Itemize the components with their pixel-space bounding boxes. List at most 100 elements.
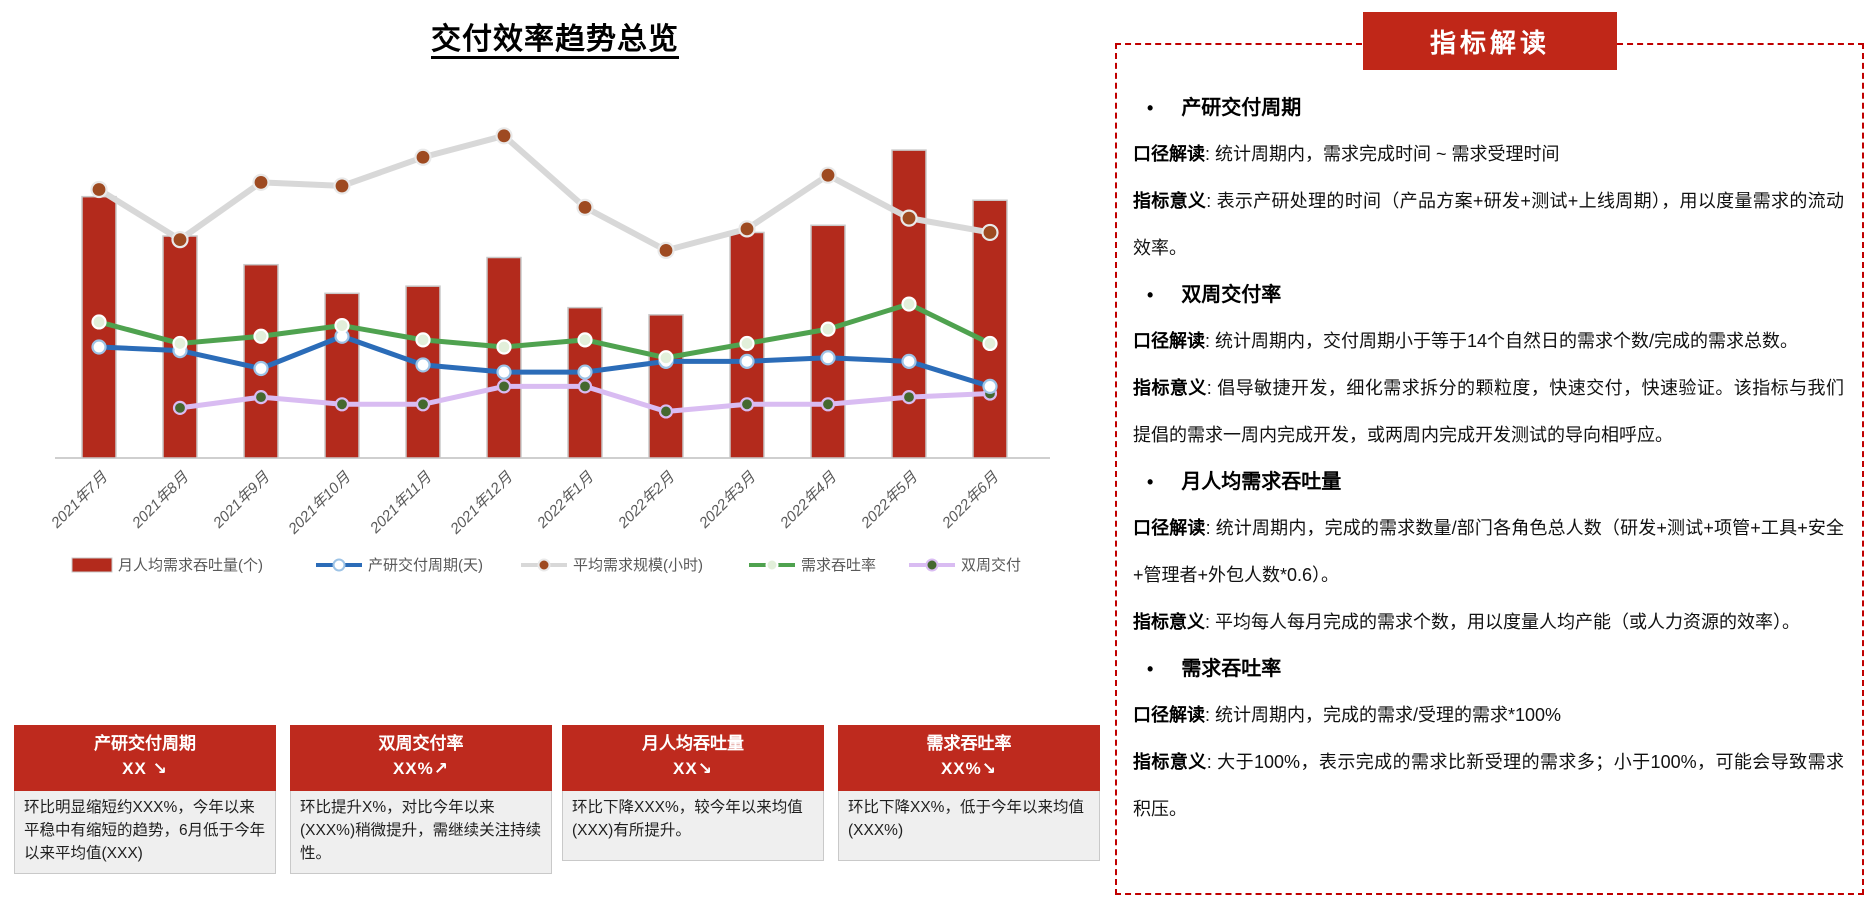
data-point-marker	[900, 209, 918, 227]
bar	[486, 256, 522, 459]
data-point-marker	[414, 148, 432, 166]
definition-label: 指标意义	[1133, 752, 1207, 772]
data-point-marker	[577, 332, 593, 348]
definition-label: 指标意义	[1133, 378, 1207, 398]
definition-label: 口径解读	[1133, 518, 1206, 538]
chart-legend: 月人均需求吞吐量(个) 产研交付周期(天) 平均需求规模(小时) 需求吞吐率 双周交付	[71, 556, 1021, 574]
definition-meaning: 指标意义: 倡导敏捷开发，细化需求拆分的颗粒度，快速交付，快速验证。该指标与我们…	[1133, 365, 1844, 459]
data-point-marker	[901, 390, 917, 405]
data-point-marker	[658, 404, 674, 419]
x-axis-label: 2022年3月	[695, 468, 759, 532]
kpi-card-value: XX ↘	[122, 759, 168, 778]
data-point-marker	[333, 177, 351, 195]
section-heading: 产研交付周期	[1181, 97, 1302, 119]
definition-text: : 平均每人每月完成的需求个数，用以度量人均产能（或人力资源的效率）。	[1205, 612, 1800, 632]
definition-label: 口径解读	[1133, 705, 1205, 725]
data-point-marker	[981, 223, 999, 242]
data-point-marker	[658, 350, 674, 366]
kpi-card-description: 环比下降XX%，低于今年以来均值(XXX%)	[838, 791, 1100, 861]
data-point-marker	[738, 220, 756, 238]
definition-meaning: 指标意义: 表示产研处理的时间（产品方案+研发+测试+上线周期），用以度量需求的…	[1133, 178, 1844, 272]
data-point-marker	[577, 364, 593, 380]
legend-label: 需求吞吐率	[801, 557, 876, 574]
kpi-card-title: 双周交付率	[378, 734, 464, 753]
kpi-card-header: 产研交付周期 XX ↘	[14, 725, 276, 791]
section-heading: 月人均需求吞吐量	[1181, 471, 1342, 493]
legend-item-0: 月人均需求吞吐量(个)	[71, 557, 263, 574]
definition-text: : 统计周期内，交付周期小于等于14个自然日的需求个数/完成的需求总数。	[1205, 331, 1799, 351]
data-point-marker	[253, 328, 269, 344]
kpi-card-delivery-cycle: 产研交付周期 XX ↘ 环比明显缩短约XXX%，今年以来平稳中有缩短的趋势，6月…	[14, 725, 276, 874]
kpi-card-title: 产研交付周期	[94, 734, 196, 753]
panel-section-demand-throughput-rate: • 需求吞吐率 口径解读: 统计周期内，完成的需求/受理的需求*100% 指标意义…	[1133, 646, 1844, 833]
data-point-marker	[334, 317, 350, 334]
x-axis-label: 2022年5月	[857, 468, 921, 532]
data-point-marker	[253, 360, 269, 377]
data-point-marker	[172, 335, 188, 352]
definition-text: : 倡导敏捷开发，细化需求拆分的颗粒度，快速交付，快速验证。该指标与我们提倡的需…	[1133, 378, 1845, 445]
x-axis-label: 2022年6月	[938, 468, 1002, 532]
definition-label: 指标意义	[1133, 612, 1205, 632]
legend-item-1: 产研交付周期(天)	[316, 556, 483, 574]
x-axis-label: 2022年4月	[776, 468, 840, 532]
data-point-marker	[576, 198, 594, 216]
data-point-marker	[171, 231, 189, 249]
x-axis-label: 2021年10月	[284, 468, 354, 538]
kpi-card-value: XX↘	[673, 759, 713, 778]
data-point-marker	[820, 397, 836, 412]
definition-text: : 统计周期内，完成的需求数量/部门各角色总人数（研发+测试+项管+工具+安全+…	[1133, 518, 1845, 585]
panel-section-delivery-cycle: • 产研交付周期 口径解读: 统计周期内，需求完成时间 ~ 需求受理时间 指标意义…	[1133, 85, 1844, 272]
definition-meaning: 指标意义: 平均每人每月完成的需求个数，用以度量人均产能（或人力资源的效率）。	[1133, 599, 1844, 646]
definition-text: : 统计周期内，需求完成时间 ~ 需求受理时间	[1205, 144, 1560, 164]
section-heading: 需求吞吐率	[1181, 658, 1282, 680]
kpi-card-title: 需求吞吐率	[926, 734, 1012, 753]
bar	[972, 199, 1008, 459]
kpi-card-biweekly-rate: 双周交付率 XX%↗ 环比提升X%，对比今年以来(XXX%)稍微提升，需继续关注…	[290, 725, 552, 874]
x-axis-label: 2022年2月	[614, 468, 678, 532]
kpi-card-header: 双周交付率 XX%↗	[290, 725, 552, 791]
line-series-3	[91, 296, 998, 366]
definition-label: 指标意义	[1133, 191, 1207, 211]
legend-label: 双周交付	[961, 556, 1021, 574]
data-point-marker	[415, 357, 431, 373]
definition-label: 口径解读	[1133, 144, 1205, 164]
data-point-marker	[253, 390, 269, 405]
legend-marker-swatch	[925, 558, 939, 572]
definition-text: : 大于100%，表示完成的需求比新受理的需求多；小于100%，可能会导致需求积…	[1133, 752, 1845, 819]
data-point-marker	[819, 166, 837, 184]
data-point-marker	[982, 335, 998, 352]
definition-caliber: 口径解读: 统计周期内，需求完成时间 ~ 需求受理时间	[1133, 131, 1844, 178]
data-point-marker	[334, 397, 350, 412]
definition-text: : 表示产研处理的时间（产品方案+研发+测试+上线周期），用以度量需求的流动效率…	[1133, 191, 1844, 258]
section-heading: 双周交付率	[1181, 284, 1282, 306]
x-axis-label: 2021年9月	[209, 468, 273, 532]
data-point-marker	[91, 339, 107, 355]
x-axis-label: 2021年12月	[446, 468, 516, 538]
metric-interpretation-panel: • 产研交付周期 口径解读: 统计周期内，需求完成时间 ~ 需求受理时间 指标意义…	[1115, 43, 1864, 895]
data-point-marker	[172, 400, 188, 415]
line-series-1	[91, 328, 998, 394]
data-point-marker	[901, 296, 917, 312]
kpi-card-header: 月人均吞吐量 XX↘	[562, 725, 824, 791]
x-axis-label: 2021年7月	[47, 468, 111, 532]
data-point-marker	[415, 397, 431, 412]
chart-title: 交付效率趋势总览	[431, 23, 679, 56]
kpi-card-value: XX%↘	[940, 759, 998, 778]
data-point-marker	[820, 350, 836, 366]
legend-item-3: 需求吞吐率	[749, 557, 876, 574]
data-point-marker	[496, 379, 512, 394]
bullet-icon: •	[1147, 472, 1154, 492]
definition-caliber: 口径解读: 统计周期内，完成的需求数量/部门各角色总人数（研发+测试+项管+工具…	[1133, 505, 1844, 599]
data-point-marker	[495, 127, 513, 145]
bullet-icon: •	[1147, 285, 1154, 305]
line-series-2	[90, 127, 999, 259]
data-point-marker	[577, 379, 593, 394]
data-point-marker	[252, 173, 270, 191]
panel-badge: 指标解读	[1363, 12, 1617, 70]
data-point-marker	[901, 353, 917, 369]
x-axis-label: 2021年8月	[128, 468, 192, 532]
legend-marker-swatch	[765, 558, 779, 572]
legend-marker-swatch	[332, 558, 346, 572]
legend-bar-swatch	[71, 557, 113, 573]
